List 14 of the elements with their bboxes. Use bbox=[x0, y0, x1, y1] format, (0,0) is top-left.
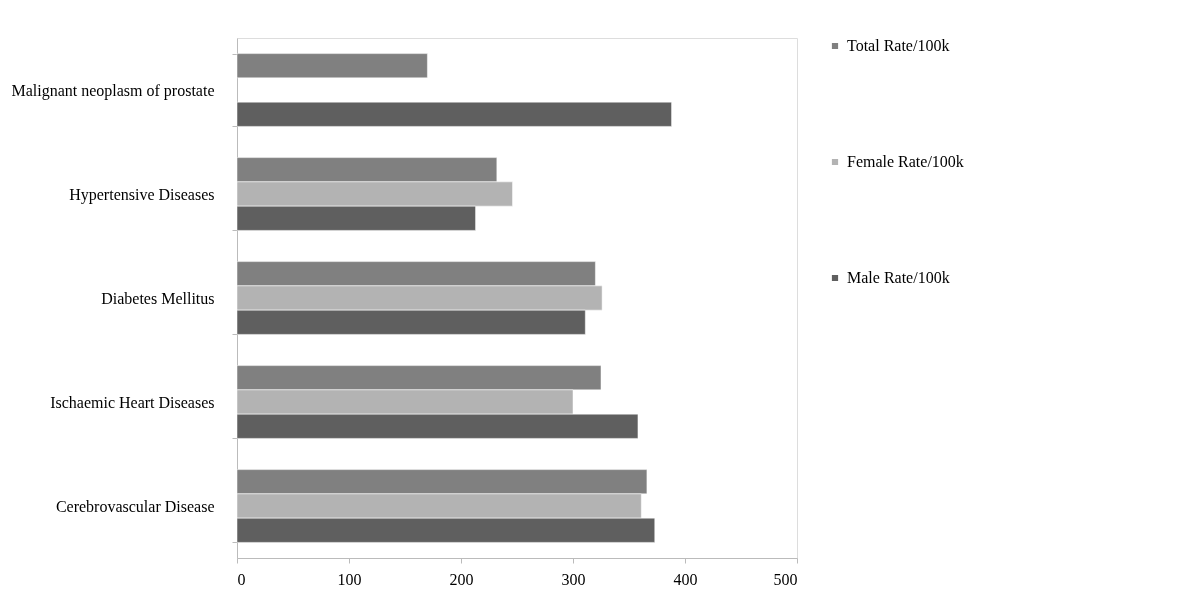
x-tick-label: 500 bbox=[773, 570, 798, 588]
x-tick-label: 100 bbox=[337, 570, 362, 588]
x-tick-label: 400 bbox=[673, 570, 698, 588]
legend-label: Male Rate/100k bbox=[847, 269, 950, 286]
legend-label: Total Rate/100k bbox=[847, 37, 950, 54]
y-tick-label: Ischaemic Heart Diseases bbox=[50, 393, 215, 411]
y-tick-label: Hypertensive Diseases bbox=[69, 185, 215, 204]
y-tick-label: Diabetes Mellitus bbox=[101, 289, 215, 307]
x-tick-label: 300 bbox=[561, 570, 586, 588]
legend-label: Female Rate/100k bbox=[847, 153, 964, 170]
y-tick-label: Malignant neoplasm of prostate bbox=[11, 81, 215, 100]
x-tick-label: 200 bbox=[449, 570, 474, 588]
y-tick-label: Cerebrovascular Disease bbox=[55, 497, 215, 515]
x-tick-label: 0 bbox=[237, 570, 246, 588]
